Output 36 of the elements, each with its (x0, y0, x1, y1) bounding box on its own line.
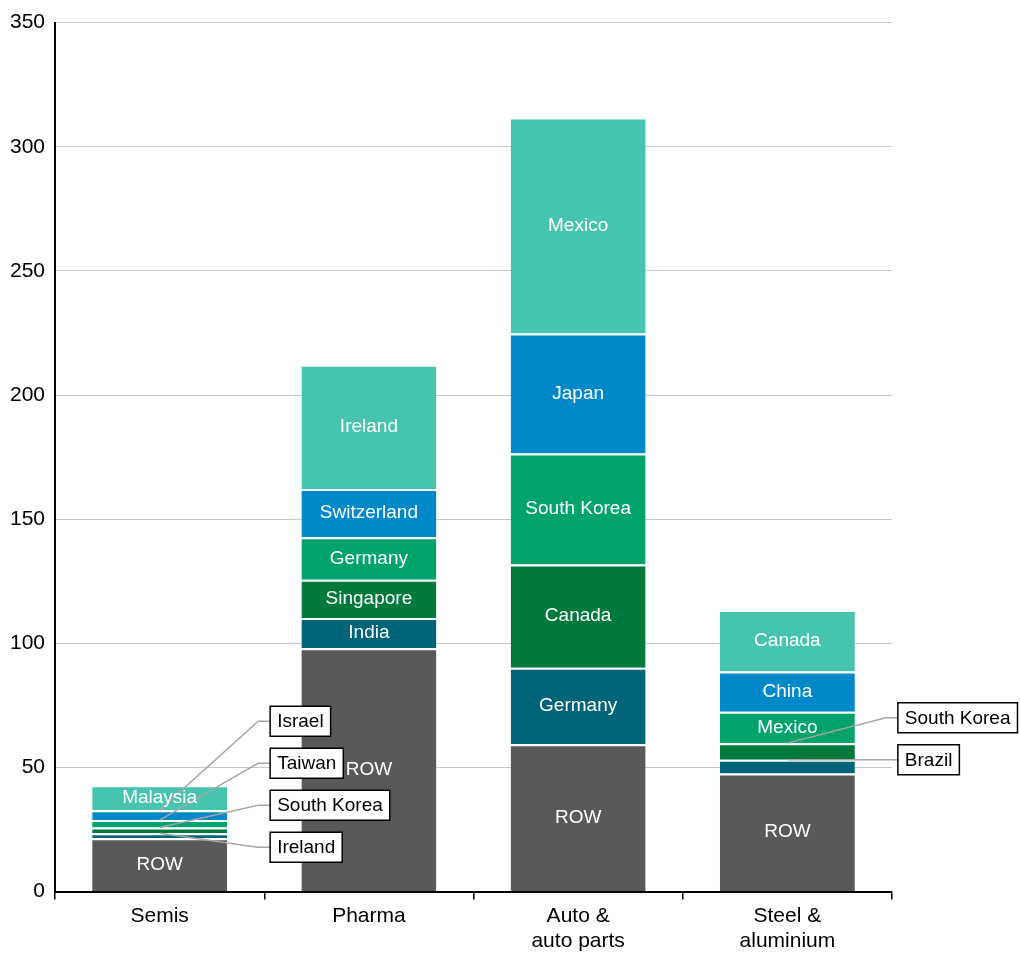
annotation: Germany (539, 694, 618, 716)
x-tick-label: Semis (130, 903, 189, 926)
annotation: Japan (552, 381, 605, 403)
y-tick-label: 100 (9, 630, 46, 654)
annotation: India (348, 621, 390, 643)
annotation: Taiwan (277, 752, 337, 774)
annotation: South Korea (904, 706, 1011, 728)
annotation: Canada (544, 604, 612, 626)
annotation: Singapore (325, 587, 413, 609)
annotation: ROW (554, 805, 602, 827)
annotation: Switzerland (319, 501, 419, 523)
y-tick-label: 50 (21, 754, 46, 778)
annotation: Ireland (277, 836, 336, 858)
y-tick-label: 150 (9, 505, 46, 529)
annotation: Ireland (339, 415, 398, 437)
annotation: Israel (277, 710, 324, 732)
annotation: ROW (136, 852, 183, 874)
x-tick-label: Steel & aluminium (739, 903, 836, 952)
annotation: Mexico (757, 715, 818, 737)
x-tick-label: Pharma (332, 903, 406, 926)
annotation: South Korea (277, 794, 384, 816)
annotation: Germany (329, 546, 409, 568)
annotation: Malaysia (122, 785, 198, 807)
y-tick-label: 350 (9, 9, 46, 33)
annotation: South Korea (525, 497, 632, 519)
annotation: ROW (764, 820, 811, 842)
annotation: Canada (754, 629, 822, 651)
y-tick-label: 200 (9, 381, 46, 405)
y-tick-label: 0 (33, 878, 46, 902)
annotation: Mexico (548, 213, 609, 235)
y-tick-label: 300 (9, 133, 46, 157)
y-tick-label: 250 (9, 257, 46, 281)
annotation: Brazil (904, 748, 953, 770)
annotation: ROW (345, 757, 393, 779)
annotation: China (762, 679, 813, 701)
x-tick-label: Auto & auto parts (531, 903, 625, 952)
